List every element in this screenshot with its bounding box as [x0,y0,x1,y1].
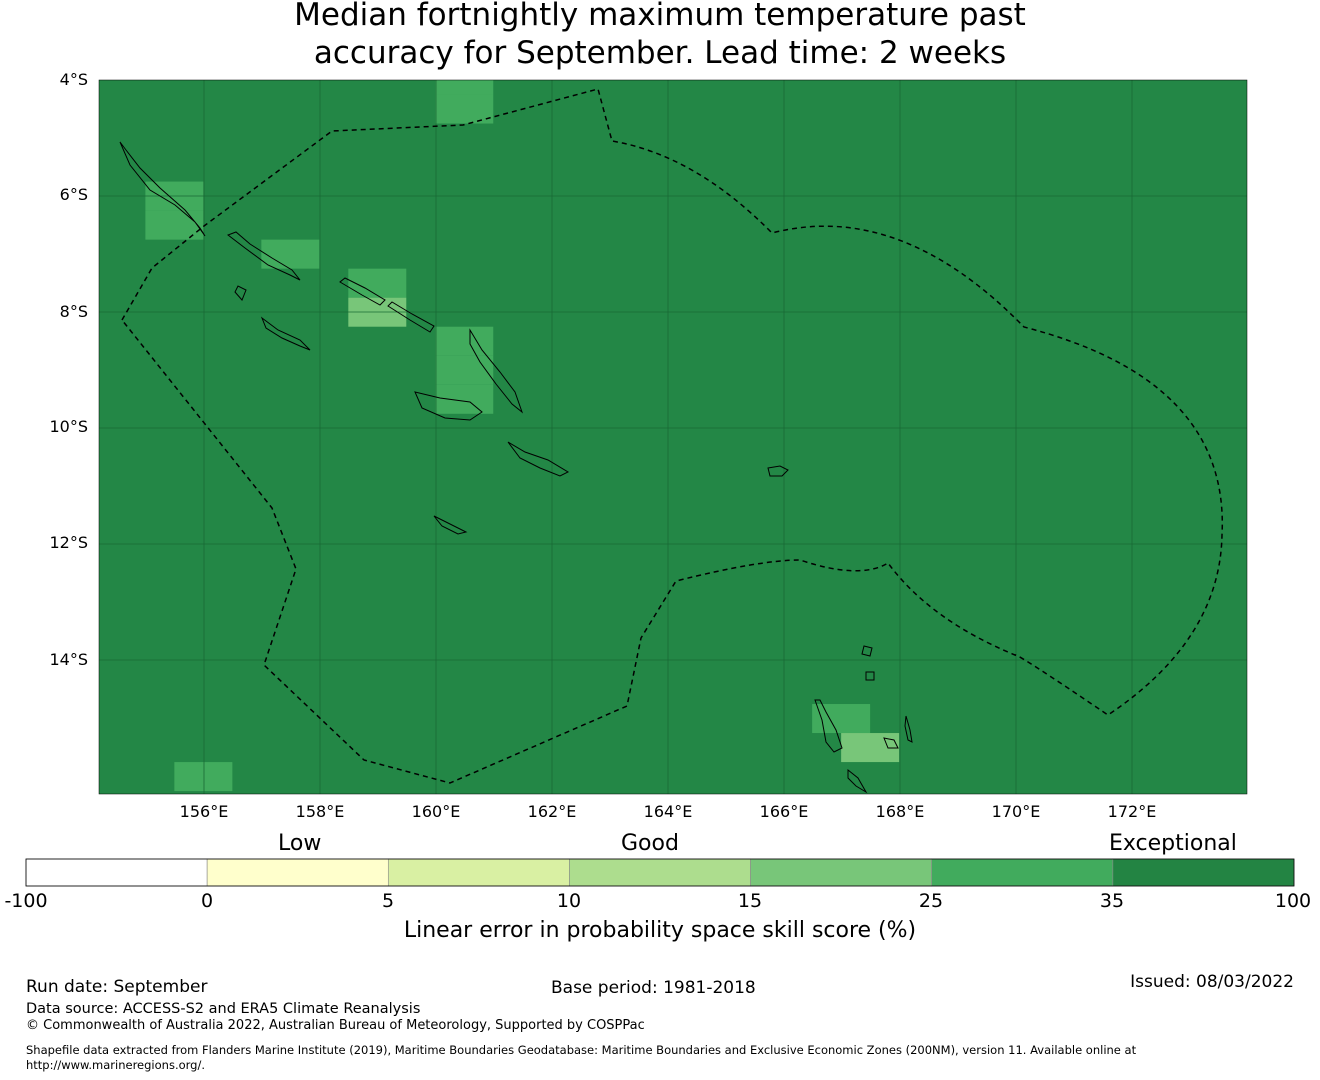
lon-label-158e: 158°E [295,802,345,821]
lon-label-168e: 168°E [875,802,925,821]
coastline-new-georgia [260,316,311,351]
coastline-nendo [767,465,789,477]
skill-cells [145,80,900,792]
legend-swatch [931,858,1114,887]
lon-label-162e: 162°E [527,802,577,821]
skill-cell [435,384,494,414]
lon-label-166e: 166°E [759,802,809,821]
coastline-vella-lavella [234,285,247,301]
base-period: Base period: 1981-2018 [551,978,756,998]
coastline-malaita [469,328,524,414]
coastline-malakula [847,768,868,794]
coastline-guadalcanal [414,391,483,421]
skill-cell [145,210,204,240]
legend-tick: 25 [918,890,944,912]
coastline-rennell [433,515,468,535]
coastlines [119,141,913,794]
eez-boundary [121,88,1223,784]
issued-date: Issued: 08/03/2022 [1130,972,1294,992]
skill-cell [435,80,494,95]
run-date: Run date: September [26,977,208,997]
map-frame [98,79,1248,795]
coastline-espiritu-santo [814,699,843,753]
copyright: © Commonwealth of Australia 2022, Austra… [26,1018,645,1033]
skill-cell [435,94,494,124]
coastline-makira [507,441,570,477]
lon-label-170e: 170°E [991,802,1041,821]
map-background [99,80,1247,794]
shapefile-url: http://www.marineregions.org/. [26,1058,205,1072]
legend-category-exceptional: Exceptional [1109,831,1237,856]
legend-tick: 5 [381,890,395,912]
skill-cell [174,762,233,792]
data-source: Data source: ACCESS-S2 and ERA5 Climate … [26,1001,421,1017]
lon-label-156e: 156°E [179,802,229,821]
lon-label-164e: 164°E [643,802,693,821]
coastline-ambae [883,737,899,749]
lat-label-4s: 4°S [59,70,88,89]
legend-category-low: Low [278,831,322,856]
skill-cell [261,239,320,269]
gridlines [99,80,1247,794]
legend-tick: 0 [200,890,214,912]
map-title-line-2: accuracy for September. Lead time: 2 wee… [313,35,1007,71]
shapefile-credit: Shapefile data extracted from Flanders M… [26,1043,1137,1057]
skill-cell [812,704,871,734]
lon-label-160e: 160°E [411,802,461,821]
legend-swatch [206,858,389,887]
map-title-line-1: Median fortnightly maximum temperature p… [294,0,1026,33]
legend-tick: 10 [556,890,582,912]
lat-label-8s: 8°S [59,302,88,321]
skill-cell [435,355,494,385]
skill-cell [435,326,494,356]
legend-category-good: Good [621,831,679,856]
lat-label-14s: 14°S [49,650,88,669]
coastline-maewo [904,715,913,743]
legend-swatch [387,858,570,887]
coastline-santa-isabel-west [339,277,386,306]
coastline-santa-isabel [387,301,435,333]
legend-tick: -100 [4,890,48,912]
legend-swatch [569,858,751,887]
legend-tick: 100 [1274,890,1312,912]
legend-axis-label: Linear error in probability space skill … [403,918,917,943]
legend-colorbar [25,858,1295,887]
lat-label-12s: 12°S [49,533,88,552]
coastline-choiseul [226,231,301,281]
lat-label-6s: 6°S [59,185,88,204]
legend-swatch [25,858,208,887]
lon-label-172e: 172°E [1107,802,1157,821]
coastline-vanua-lava [861,645,873,657]
legend-frame [25,858,1295,887]
coastline-bougainville [119,141,206,237]
legend-tick: 35 [1099,890,1125,912]
lat-label-10s: 10°S [49,417,88,436]
legend-swatch [1112,858,1295,887]
legend-tick: 15 [737,890,763,912]
coastline-gaua [865,671,875,681]
legend-swatch [750,858,933,887]
skill-cell [348,268,407,298]
